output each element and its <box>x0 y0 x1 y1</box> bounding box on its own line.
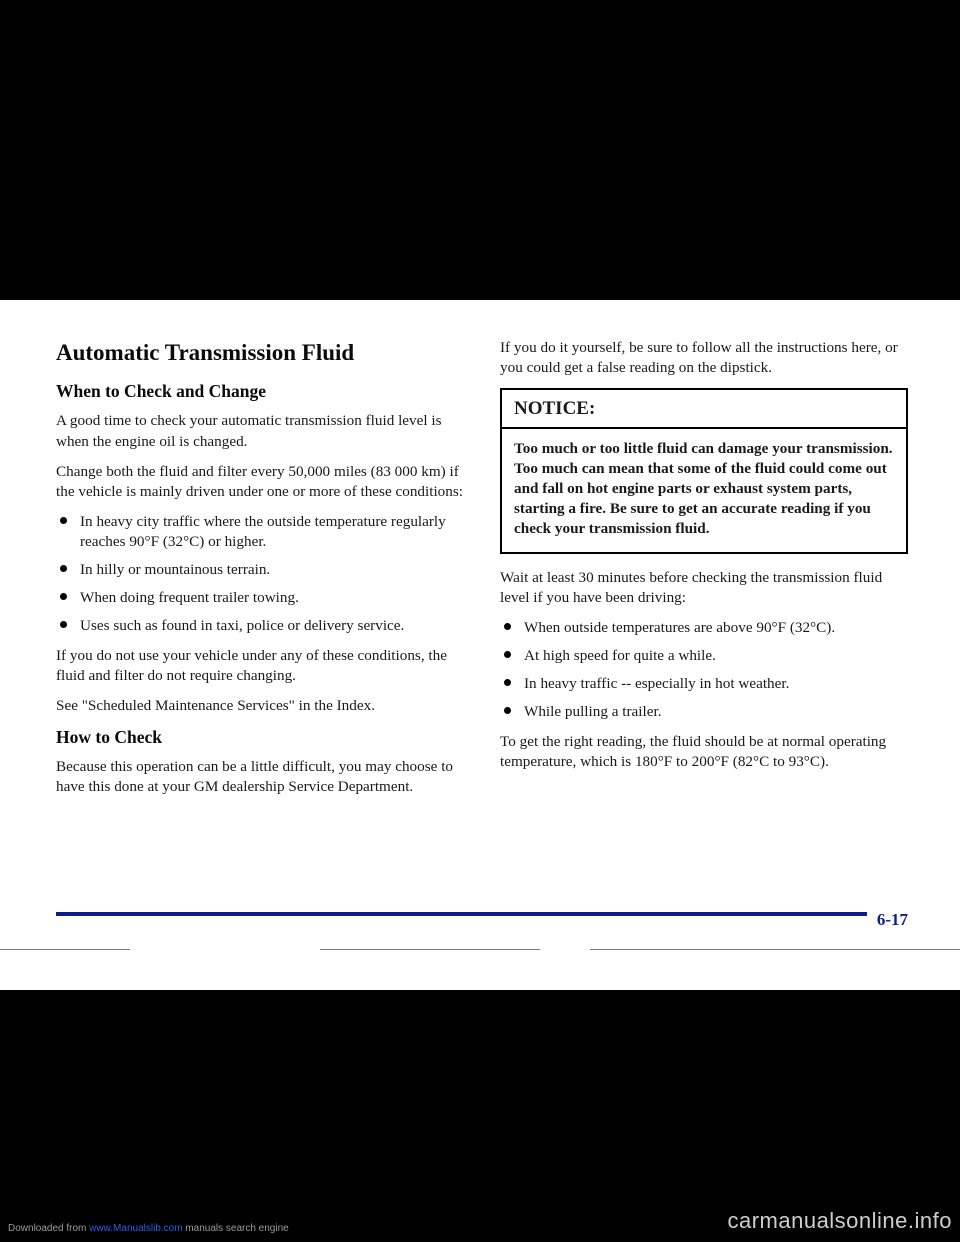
paragraph: Wait at least 30 minutes before checking… <box>500 568 908 608</box>
viewport-background: Automatic Transmission Fluid When to Che… <box>0 0 960 1242</box>
notice-body: Too much or too little fluid can damage … <box>502 429 906 551</box>
list-item: In hilly or mountainous terrain. <box>56 560 464 580</box>
list-item: When outside temperatures are above 90°F… <box>500 618 908 638</box>
paragraph: If you do not use your vehicle under any… <box>56 646 464 686</box>
download-note-suffix: manuals search engine <box>183 1223 289 1234</box>
subsection-when-to-check: When to Check and Change <box>56 380 464 403</box>
footer-rule <box>56 912 908 916</box>
conditions-list: In heavy city traffic where the outside … <box>56 512 464 636</box>
list-item: Uses such as found in taxi, police or de… <box>56 616 464 636</box>
paragraph: Change both the fluid and filter every 5… <box>56 462 464 502</box>
paragraph: To get the right reading, the fluid shou… <box>500 732 908 772</box>
notice-header: NOTICE: <box>502 390 906 429</box>
right-column: If you do it yourself, be sure to follow… <box>500 338 908 807</box>
download-note-link[interactable]: www.Manualslib.com <box>89 1223 182 1234</box>
list-item: When doing frequent trailer towing. <box>56 588 464 608</box>
notice-title: NOTICE: <box>514 398 595 419</box>
manual-page: Automatic Transmission Fluid When to Che… <box>0 300 960 990</box>
scan-edge-line <box>0 949 960 950</box>
left-column: Automatic Transmission Fluid When to Che… <box>56 338 464 807</box>
page-number: 6-17 <box>867 910 908 930</box>
download-note-prefix: Downloaded from <box>8 1223 89 1234</box>
paragraph: See "Scheduled Maintenance Services" in … <box>56 696 464 716</box>
paragraph: If you do it yourself, be sure to follow… <box>500 338 908 378</box>
list-item: While pulling a trailer. <box>500 702 908 722</box>
subsection-how-to-check: How to Check <box>56 726 464 749</box>
paragraph: A good time to check your automatic tran… <box>56 411 464 451</box>
section-title: Automatic Transmission Fluid <box>56 338 464 368</box>
page-content: Automatic Transmission Fluid When to Che… <box>0 300 960 807</box>
watermark-text: carmanualsonline.info <box>727 1208 952 1234</box>
notice-box: NOTICE: Too much or too little fluid can… <box>500 388 908 553</box>
paragraph: Because this operation can be a little d… <box>56 757 464 797</box>
list-item: In heavy city traffic where the outside … <box>56 512 464 552</box>
list-item: At high speed for quite a while. <box>500 646 908 666</box>
download-note: Downloaded from www.Manualslib.com manua… <box>8 1223 289 1234</box>
wait-conditions-list: When outside temperatures are above 90°F… <box>500 618 908 722</box>
list-item: In heavy traffic -- especially in hot we… <box>500 674 908 694</box>
